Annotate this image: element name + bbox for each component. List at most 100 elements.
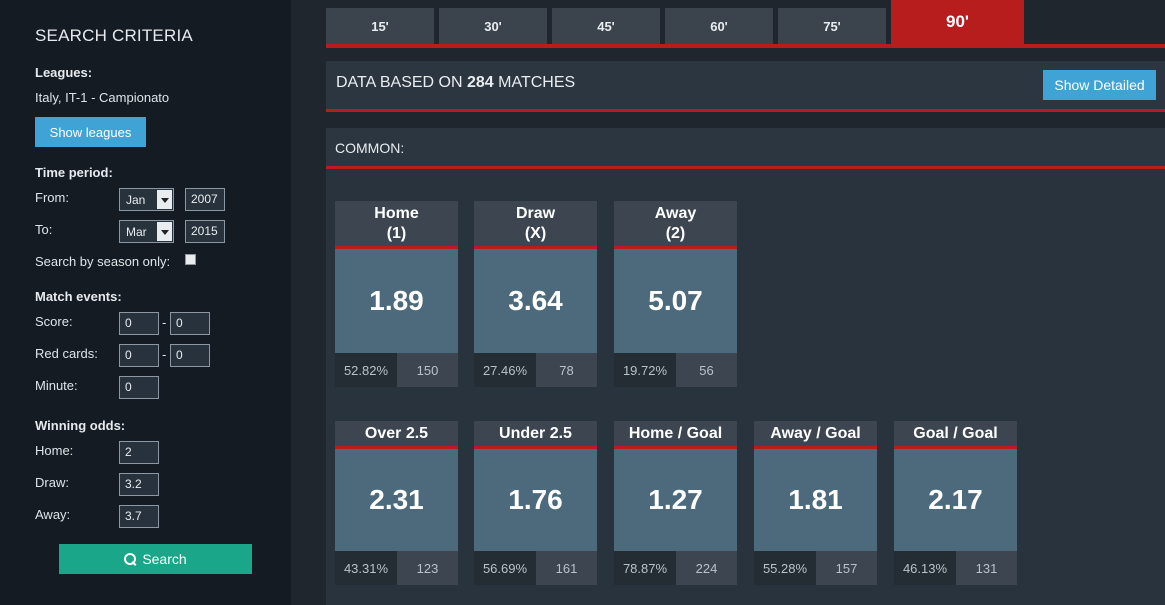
from-year-input[interactable]: 2007 bbox=[185, 188, 225, 211]
to-month-select[interactable]: Mar bbox=[119, 220, 174, 243]
home-odds-label: Home: bbox=[35, 443, 74, 458]
card-away: Away (2) 5.07 19.72% 56 bbox=[614, 201, 737, 387]
to-label: To: bbox=[35, 222, 53, 237]
show-detailed-button[interactable]: Show Detailed bbox=[1043, 70, 1156, 100]
draw-odds-input[interactable]: 3.2 bbox=[119, 473, 159, 496]
card-percent: 27.46% bbox=[474, 353, 536, 387]
minute-input[interactable]: 0 bbox=[119, 376, 159, 399]
common-divider bbox=[326, 166, 1165, 169]
card-percent: 55.28% bbox=[754, 551, 816, 585]
match-events-label: Match events: bbox=[35, 289, 122, 304]
card-odds: 2.17 bbox=[894, 449, 1017, 551]
card-count: 123 bbox=[397, 551, 458, 585]
card-percent: 56.69% bbox=[474, 551, 536, 585]
season-only-checkbox[interactable] bbox=[185, 254, 196, 265]
card-odds: 5.07 bbox=[614, 249, 737, 353]
card-percent: 46.13% bbox=[894, 551, 956, 585]
card-footer: 78.87% 224 bbox=[614, 551, 737, 585]
score-dash: - bbox=[162, 315, 167, 330]
minute-label: Minute: bbox=[35, 378, 78, 393]
draw-odds-label: Draw: bbox=[35, 475, 69, 490]
card-footer: 52.82% 150 bbox=[335, 353, 458, 387]
data-header: DATA BASED ON 284 MATCHES bbox=[326, 61, 1165, 112]
card-odds: 1.76 bbox=[474, 449, 597, 551]
chevron-down-icon bbox=[157, 190, 172, 209]
card-percent: 43.31% bbox=[335, 551, 397, 585]
card-count: 78 bbox=[536, 353, 597, 387]
score-away-input[interactable]: 0 bbox=[170, 312, 210, 335]
card-label: Draw (X) bbox=[474, 201, 597, 249]
to-year-input[interactable]: 2015 bbox=[185, 220, 225, 243]
data-based-on-text: DATA BASED ON 284 MATCHES bbox=[336, 74, 575, 92]
from-month-select[interactable]: Jan bbox=[119, 188, 174, 211]
card-home-goal: Home / Goal 1.27 78.87% 224 bbox=[614, 421, 737, 585]
leagues-value: Italy, IT-1 - Campionato bbox=[35, 90, 170, 105]
data-suffix: MATCHES bbox=[493, 74, 576, 91]
from-month-value: Jan bbox=[126, 193, 146, 207]
card-over-2-5: Over 2.5 2.31 43.31% 123 bbox=[335, 421, 458, 585]
card-count: 161 bbox=[536, 551, 597, 585]
winning-odds-label: Winning odds: bbox=[35, 418, 126, 433]
tab-45[interactable]: 45' bbox=[552, 8, 660, 44]
card-percent: 78.87% bbox=[614, 551, 676, 585]
card-percent: 52.82% bbox=[335, 353, 397, 387]
away-odds-label: Away: bbox=[35, 507, 71, 522]
tab-60[interactable]: 60' bbox=[665, 8, 773, 44]
from-label: From: bbox=[35, 190, 69, 205]
card-odds: 1.27 bbox=[614, 449, 737, 551]
card-odds: 3.64 bbox=[474, 249, 597, 353]
card-goal-goal: Goal / Goal 2.17 46.13% 131 bbox=[894, 421, 1017, 585]
score-home-input[interactable]: 0 bbox=[119, 312, 159, 335]
card-home: Home (1) 1.89 52.82% 150 bbox=[335, 201, 458, 387]
common-label: COMMON: bbox=[335, 140, 405, 156]
search-criteria-sidebar: SEARCH CRITERIA Leagues: Italy, IT-1 - C… bbox=[0, 0, 291, 605]
card-footer: 46.13% 131 bbox=[894, 551, 1017, 585]
card-label: Under 2.5 bbox=[474, 421, 597, 449]
tab-30[interactable]: 30' bbox=[439, 8, 547, 44]
sidebar-title: SEARCH CRITERIA bbox=[35, 26, 193, 45]
card-percent: 19.72% bbox=[614, 353, 676, 387]
card-footer: 19.72% 56 bbox=[614, 353, 737, 387]
tab-75[interactable]: 75' bbox=[778, 8, 886, 44]
match-count: 284 bbox=[467, 74, 494, 91]
away-odds-input[interactable]: 3.7 bbox=[119, 505, 159, 528]
search-icon bbox=[124, 553, 137, 565]
card-under-2-5: Under 2.5 1.76 56.69% 161 bbox=[474, 421, 597, 585]
leagues-label: Leagues: bbox=[35, 65, 93, 80]
card-label: Goal / Goal bbox=[894, 421, 1017, 449]
card-away-goal: Away / Goal 1.81 55.28% 157 bbox=[754, 421, 877, 585]
tab-90[interactable]: 90' bbox=[891, 0, 1024, 44]
card-label: Home (1) bbox=[335, 201, 458, 249]
score-label: Score: bbox=[35, 314, 73, 329]
tab-underline bbox=[326, 44, 1165, 48]
season-only-label: Search by season only: bbox=[35, 254, 171, 269]
chevron-down-icon bbox=[157, 222, 172, 241]
card-draw: Draw (X) 3.64 27.46% 78 bbox=[474, 201, 597, 387]
card-footer: 43.31% 123 bbox=[335, 551, 458, 585]
data-prefix: DATA BASED ON bbox=[336, 74, 467, 91]
red-cards-away-input[interactable]: 0 bbox=[170, 344, 210, 367]
search-button-label: Search bbox=[142, 551, 187, 567]
time-period-label: Time period: bbox=[35, 165, 113, 180]
card-label: Away (2) bbox=[614, 201, 737, 249]
stats-content bbox=[326, 169, 1165, 605]
red-cards-home-input[interactable]: 0 bbox=[119, 344, 159, 367]
header-divider bbox=[326, 109, 1165, 112]
show-leagues-button[interactable]: Show leagues bbox=[35, 117, 146, 147]
card-label: Over 2.5 bbox=[335, 421, 458, 449]
card-label: Home / Goal bbox=[614, 421, 737, 449]
home-odds-input[interactable]: 2 bbox=[119, 441, 159, 464]
to-month-value: Mar bbox=[126, 225, 147, 239]
red-cards-label: Red cards: bbox=[35, 346, 98, 361]
card-count: 56 bbox=[676, 353, 737, 387]
search-button[interactable]: Search bbox=[59, 544, 252, 574]
card-footer: 56.69% 161 bbox=[474, 551, 597, 585]
card-odds: 1.81 bbox=[754, 449, 877, 551]
card-odds: 2.31 bbox=[335, 449, 458, 551]
card-count: 157 bbox=[816, 551, 877, 585]
card-odds: 1.89 bbox=[335, 249, 458, 353]
card-footer: 55.28% 157 bbox=[754, 551, 877, 585]
card-footer: 27.46% 78 bbox=[474, 353, 597, 387]
tab-15[interactable]: 15' bbox=[326, 8, 434, 44]
red-cards-dash: - bbox=[162, 347, 167, 362]
